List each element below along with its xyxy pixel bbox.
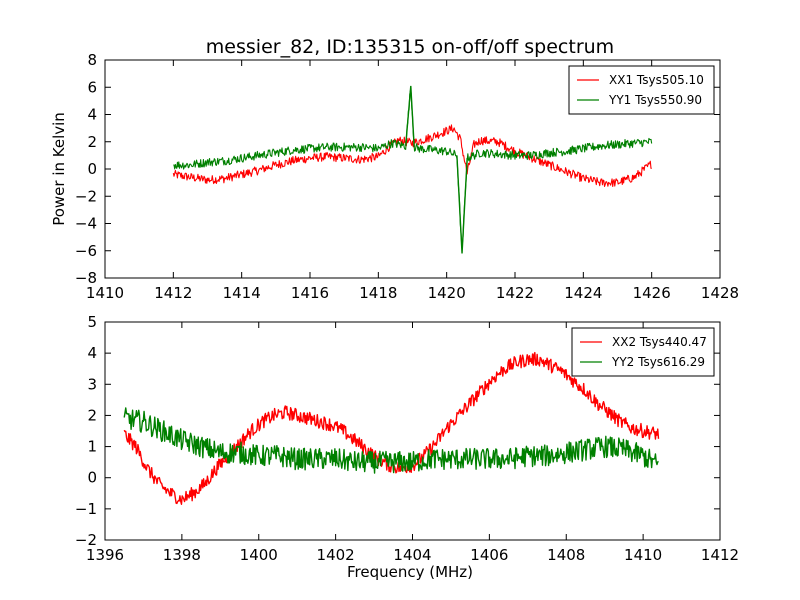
bottom-x-tick-label: 1406 — [470, 546, 508, 564]
top-axis-ticks: 1410 1412 1414 1416 1418 1420 1422 1424 1426 1428… — [75, 51, 739, 302]
bottom-x-tick-label: 1400 — [240, 546, 278, 564]
bottom-x-tick-label: 1408 — [547, 546, 585, 564]
top-y-tick-label: −8 — [75, 269, 97, 287]
bottom-y-tick-label: 2 — [87, 406, 97, 424]
bottom-y-tick-label: 4 — [87, 344, 97, 362]
top-y-tick-label: 2 — [87, 133, 97, 151]
bottom-axis-ticks: 1396 1398 1400 1402 1404 1406 1408 1410 1412 5 4 3 2… — [75, 313, 739, 564]
top-x-tick-label: 1410 — [86, 284, 124, 302]
top-y-tick-label: 6 — [87, 78, 97, 96]
bottom-plot: 1396 1398 1400 1402 1404 1406 1408 1410 1412 5 4 3 2… — [75, 313, 739, 581]
bottom-legend-box — [571, 327, 715, 377]
bottom-y-tick-label: 0 — [87, 469, 97, 487]
bottom-y-tick-label: −2 — [75, 531, 97, 549]
bottom-x-tick-label: 1398 — [163, 546, 201, 564]
top-y-tick-label: −2 — [75, 187, 97, 205]
bottom-y-tick-label: −1 — [75, 500, 97, 518]
top-x-tick-label: 1428 — [701, 284, 739, 302]
top-y-tick-label: −4 — [75, 215, 97, 233]
bottom-series-2-line — [123, 407, 659, 474]
bottom-y-tick-label: 1 — [87, 438, 97, 456]
chart-title: messier_82, ID:135315 on-off/off spectru… — [206, 36, 614, 58]
top-x-tick-label: 1416 — [291, 284, 329, 302]
bottom-x-tick-label: 1410 — [624, 546, 662, 564]
top-y-tick-label: 0 — [87, 160, 97, 178]
top-y-tick-label: 4 — [87, 106, 97, 124]
top-legend-label: YY1 Tsys550.90 — [608, 93, 702, 107]
bottom-legend: XX2 Tsys440.47 YY2 Tsys616.29 — [571, 327, 715, 377]
bottom-x-tick-label: 1402 — [317, 546, 355, 564]
top-x-tick-label: 1420 — [428, 284, 466, 302]
top-y-tick-label: 8 — [87, 51, 97, 69]
top-plot: 1410 1412 1414 1416 1418 1420 1422 1424 1426 1428… — [50, 51, 739, 302]
bottom-legend-label: YY2 Tsys616.29 — [611, 355, 705, 369]
top-x-tick-label: 1414 — [223, 284, 261, 302]
top-series-2-spike — [456, 155, 468, 254]
top-x-tick-label: 1412 — [154, 284, 192, 302]
top-series-1-line — [172, 124, 652, 188]
top-legend: XX1 Tsys505.10 YY1 Tsys550.90 — [568, 65, 715, 115]
top-legend-box — [568, 65, 715, 115]
top-series-2-spike — [404, 85, 415, 148]
bottom-y-tick-label: 3 — [87, 375, 97, 393]
bottom-legend-label: XX2 Tsys440.47 — [612, 335, 707, 349]
bottom-x-tick-label: 1412 — [701, 546, 739, 564]
top-legend-label: XX1 Tsys505.10 — [609, 73, 704, 87]
bottom-x-tick-label: 1404 — [393, 546, 431, 564]
bottom-x-axis-title: Frequency (MHz) — [347, 563, 473, 581]
top-y-axis-title: Power in Kelvin — [50, 112, 68, 226]
top-x-tick-label: 1418 — [359, 284, 397, 302]
top-y-tick-label: −6 — [75, 242, 97, 260]
top-x-tick-label: 1422 — [496, 284, 534, 302]
bottom-x-tick-label: 1396 — [86, 546, 124, 564]
top-x-tick-label: 1424 — [564, 284, 602, 302]
top-x-tick-label: 1426 — [633, 284, 671, 302]
bottom-y-tick-label: 5 — [87, 313, 97, 331]
